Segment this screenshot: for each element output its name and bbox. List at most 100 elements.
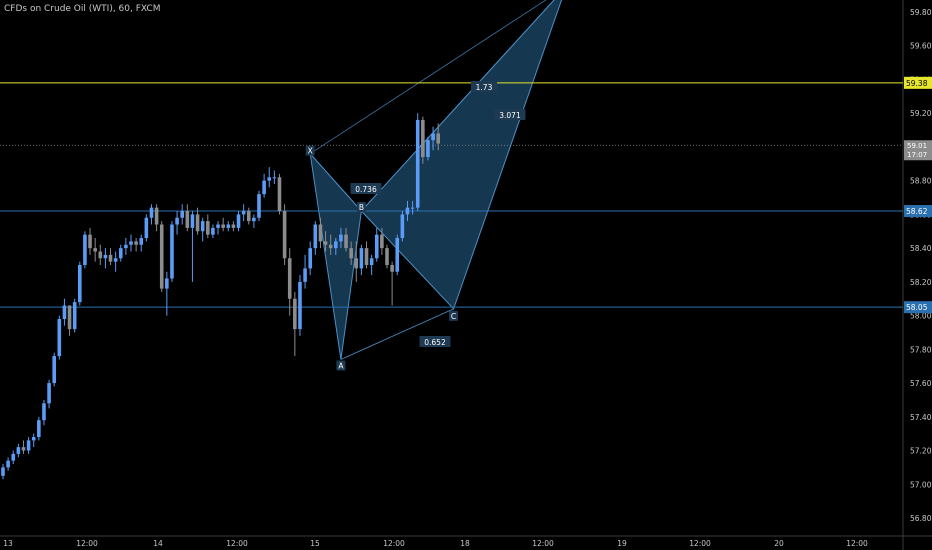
candle-body: [272, 177, 277, 179]
candle-body: [21, 447, 26, 451]
candle-body: [139, 238, 144, 245]
pattern-point-x: X: [308, 147, 313, 156]
candle-body: [257, 194, 261, 218]
ratio-xd: 1.73: [476, 83, 493, 92]
y-tick-label: 59.60: [910, 42, 932, 51]
pattern-point-c: C: [451, 312, 456, 321]
candle-body: [236, 214, 241, 228]
candle-body: [241, 211, 246, 215]
candle-body: [436, 133, 440, 144]
x-tick-label: 19: [617, 539, 627, 548]
candle-body: [113, 258, 118, 262]
candle-body: [52, 356, 56, 384]
candle-body: [185, 211, 190, 228]
candle-body: [318, 224, 323, 242]
candle-body: [195, 214, 200, 232]
ratio-bd: 3.071: [499, 111, 521, 120]
candle-body: [354, 258, 359, 269]
ratio-xb: 0.736: [355, 185, 377, 194]
ratio-ac: 0.652: [424, 338, 446, 347]
candle-body: [426, 140, 430, 158]
candle-body: [11, 453, 16, 461]
y-tick-label: 57.40: [910, 413, 932, 422]
candle-body: [339, 234, 343, 242]
candle-body: [385, 248, 389, 265]
candle-body: [246, 211, 251, 222]
y-tick-label: 58.20: [910, 278, 932, 287]
candle-body: [57, 318, 62, 357]
x-tick-label: 18: [460, 539, 470, 548]
x-tick-label: 12:00: [532, 539, 554, 548]
pattern-point-b: B: [359, 203, 364, 212]
candle-body: [42, 403, 46, 421]
candle-body: [421, 119, 425, 158]
y-tick-label: 58.80: [910, 177, 932, 186]
candle-body: [293, 298, 297, 330]
price-line-label: 58.05: [906, 303, 928, 312]
candle-body: [37, 420, 41, 438]
pattern-xb-line: [309, 153, 362, 212]
x-tick-label: 15: [310, 539, 320, 548]
y-tick-label: 57.00: [910, 480, 932, 489]
candle-body: [262, 180, 266, 195]
pattern-ac-line: [340, 308, 454, 360]
candle-body: [129, 241, 133, 245]
candle-body: [267, 177, 272, 181]
candle-body: [328, 244, 333, 249]
candle-body: [364, 248, 369, 265]
candle-body: [118, 248, 123, 259]
ratio-ac-badge: [419, 336, 451, 347]
y-tick-label: 59.80: [910, 8, 932, 17]
candle-body: [349, 248, 353, 259]
x-tick-label: 13: [3, 539, 13, 548]
candle-body: [323, 241, 328, 245]
x-tick-label: 14: [153, 539, 163, 548]
candle-body: [88, 234, 92, 249]
candle-body: [6, 460, 10, 468]
candle-body: [344, 234, 348, 249]
candle-body: [1, 467, 5, 476]
candle-body: [124, 244, 128, 249]
candle-body: [313, 224, 318, 249]
candle-body: [303, 268, 307, 282]
x-tick-label: 12:00: [226, 539, 248, 548]
ratio-xd-badge: [471, 81, 497, 92]
candle-body: [395, 238, 400, 272]
pattern-bd-line: [361, 0, 555, 212]
candle-body: [405, 207, 410, 215]
candle-body: [190, 214, 195, 228]
candle-body: [252, 217, 256, 222]
candle-body: [78, 265, 82, 303]
candle-body: [180, 211, 184, 218]
x-tick-label: 12:00: [76, 539, 98, 548]
pattern-point-badge: [449, 310, 459, 321]
candle-body: [83, 234, 87, 265]
ratio-xb-badge: [350, 183, 382, 194]
pattern-point-a: A: [338, 361, 344, 370]
candle-body: [103, 254, 108, 259]
candle-body: [170, 224, 174, 279]
candle-body: [72, 302, 77, 330]
pattern-xd-line: [309, 0, 547, 155]
price-line-label: 59.38: [906, 79, 928, 88]
chart-title: CFDs on Crude Oil (WTI), 60, FXCM: [4, 4, 161, 14]
candle-body: [175, 217, 179, 225]
y-tick-label: 58.00: [910, 312, 932, 321]
x-tick-label: 12:00: [689, 539, 711, 548]
candle-body: [226, 224, 231, 228]
price-line-label: 58.62: [906, 207, 928, 216]
x-tick-label: 12:00: [846, 539, 868, 548]
candle-body: [98, 251, 103, 259]
candle-body: [298, 281, 302, 330]
candle-body: [149, 207, 154, 218]
candle-body: [159, 224, 164, 289]
candle-body: [287, 258, 292, 299]
candle-body: [26, 440, 31, 451]
candle-body: [334, 241, 338, 249]
candle-body: [359, 248, 364, 269]
y-tick-label: 59.20: [910, 109, 932, 118]
ratio-bd-badge: [494, 109, 526, 120]
candle-body: [400, 214, 405, 239]
candle-body: [206, 221, 210, 235]
